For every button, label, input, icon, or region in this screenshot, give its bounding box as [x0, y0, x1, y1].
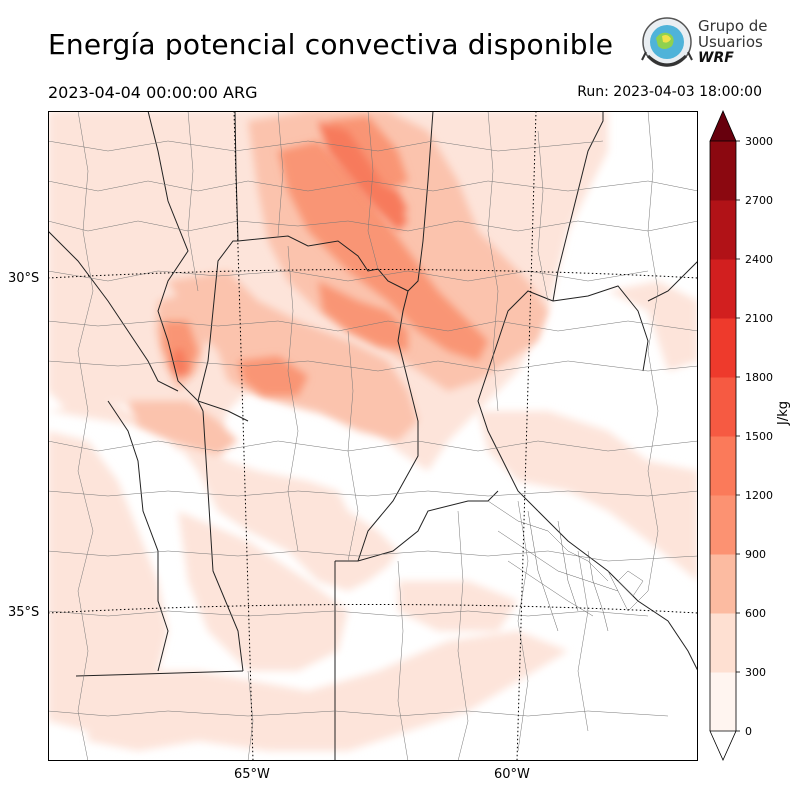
colorbar-overflow-triangle: [709, 110, 737, 142]
colorbar-tick-label: 1800: [745, 371, 773, 384]
colorbar-segment: [710, 554, 736, 614]
lat-label-35s: 35°S: [8, 605, 40, 620]
lon-label-60w: 60°W: [494, 767, 530, 782]
logo-line-2: Usuarios: [698, 33, 763, 51]
map-frame: [48, 111, 698, 761]
colorbar-segment: [710, 672, 736, 732]
colorbar: 0 300 600 900 1200 1500 1800 2100 2400 2700 3000: [709, 110, 773, 761]
colorbar-segment: [710, 259, 736, 319]
logo-globe-icon: [641, 17, 693, 67]
colorbar-tick-label: 1200: [745, 489, 773, 502]
colorbar-tick-label: 3000: [745, 135, 773, 148]
colorbar-segment: [710, 436, 736, 496]
cape-map: [48, 111, 698, 761]
grupo-usuarios-wrf-logo: Grupo de Usuarios WRF: [638, 16, 768, 72]
lon-60-line: [516, 111, 537, 761]
colorbar-tick-label: 2400: [745, 253, 773, 266]
logo-line-3: WRF: [698, 50, 734, 66]
colorbar-segment: [710, 141, 736, 201]
colorbar-tick-label: 1500: [745, 430, 773, 443]
lat-35-line: [48, 604, 698, 614]
colorbar-tick-label: 2700: [745, 194, 773, 207]
colorbar-tick-label: 900: [745, 548, 766, 561]
department-borders: [48, 111, 698, 761]
colorbar-tick-label: 2100: [745, 312, 773, 325]
colorbar-segment: [710, 377, 736, 437]
colorbar-tick-label: 0: [745, 725, 752, 738]
cape-field-peak: [171, 121, 408, 379]
lon-65-line: [233, 111, 254, 761]
colorbar-segment: [710, 318, 736, 378]
colorbar-tick-label: 600: [745, 607, 766, 620]
valid-time: 2023-04-04 00:00:00 ARG: [48, 83, 258, 102]
colorbar-segment: [710, 200, 736, 260]
run-time: Run: 2023-04-03 18:00:00: [577, 84, 762, 100]
lat-30-line: [48, 269, 698, 279]
map-title: Energía potencial convectiva disponible: [48, 28, 614, 61]
colorbar-underflow-triangle: [709, 730, 737, 761]
lon-label-65w: 65°W: [234, 767, 270, 782]
buenos-aires-partidos: [487, 500, 649, 632]
colorbar-unit-label: J/kg: [776, 401, 791, 425]
lat-label-30s: 30°S: [8, 271, 40, 286]
graticule: [48, 111, 698, 761]
colorbar-segment: [710, 613, 736, 673]
colorbar-tick-label: 300: [745, 666, 766, 679]
logo-line-1: Grupo de: [698, 17, 768, 35]
province-borders: [48, 111, 698, 761]
colorbar-segment: [710, 495, 736, 555]
